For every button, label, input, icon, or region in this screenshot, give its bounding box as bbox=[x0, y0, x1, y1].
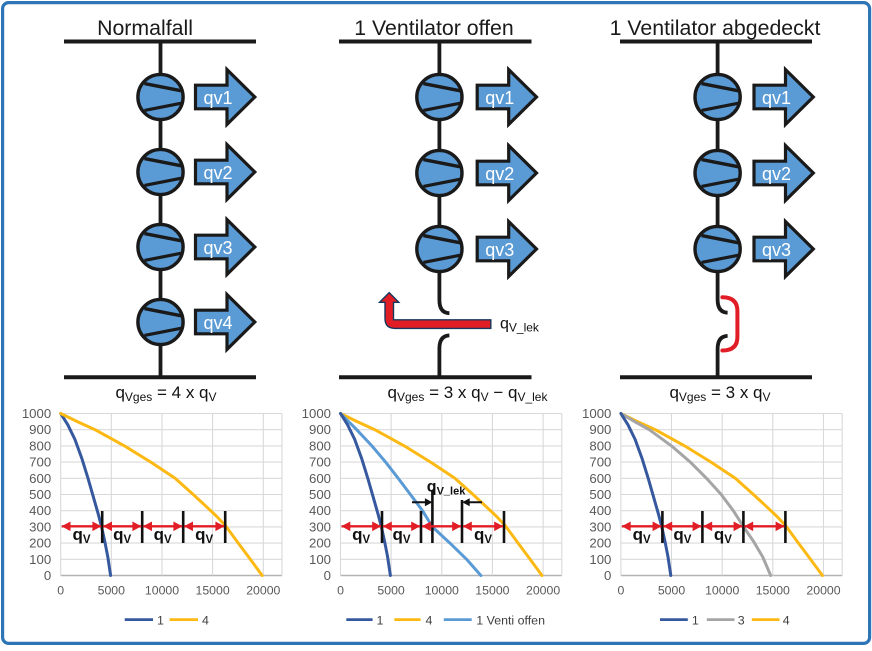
svg-text:5000: 5000 bbox=[98, 584, 126, 598]
svg-text:0: 0 bbox=[57, 584, 64, 598]
svg-text:qv2: qv2 bbox=[204, 163, 233, 183]
svg-text:500: 500 bbox=[589, 487, 611, 502]
svg-text:20000: 20000 bbox=[246, 584, 280, 598]
svg-text:800: 800 bbox=[309, 438, 331, 453]
svg-text:4: 4 bbox=[426, 613, 433, 627]
svg-text:1000: 1000 bbox=[582, 406, 611, 421]
svg-text:900: 900 bbox=[589, 422, 611, 437]
svg-text:100: 100 bbox=[309, 552, 331, 567]
svg-text:300: 300 bbox=[589, 519, 611, 534]
svg-text:400: 400 bbox=[309, 503, 331, 518]
svg-text:700: 700 bbox=[29, 455, 51, 470]
svg-text:20000: 20000 bbox=[526, 584, 560, 598]
svg-text:700: 700 bbox=[589, 455, 611, 470]
svg-text:qv3: qv3 bbox=[204, 238, 233, 258]
svg-text:qv4: qv4 bbox=[204, 313, 233, 333]
svg-text:5000: 5000 bbox=[377, 584, 405, 598]
svg-text:3: 3 bbox=[738, 613, 745, 627]
svg-text:300: 300 bbox=[29, 519, 51, 534]
svg-text:15000: 15000 bbox=[756, 584, 790, 598]
svg-text:1: 1 bbox=[692, 613, 699, 627]
svg-text:200: 200 bbox=[589, 536, 611, 551]
svg-text:1000: 1000 bbox=[22, 406, 51, 421]
svg-text:300: 300 bbox=[309, 519, 331, 534]
svg-text:900: 900 bbox=[29, 422, 51, 437]
svg-text:800: 800 bbox=[589, 438, 611, 453]
svg-text:1: 1 bbox=[157, 613, 164, 627]
svg-text:1 Ventilator abgedeckt: 1 Ventilator abgedeckt bbox=[610, 16, 821, 40]
svg-text:qv1: qv1 bbox=[204, 88, 233, 108]
svg-text:10000: 10000 bbox=[705, 584, 739, 598]
svg-text:500: 500 bbox=[29, 487, 51, 502]
svg-text:10000: 10000 bbox=[425, 584, 459, 598]
svg-text:4: 4 bbox=[202, 613, 209, 627]
svg-text:400: 400 bbox=[29, 503, 51, 518]
svg-text:qv1: qv1 bbox=[762, 88, 791, 108]
svg-text:200: 200 bbox=[29, 536, 51, 551]
svg-text:20000: 20000 bbox=[806, 584, 840, 598]
svg-text:0: 0 bbox=[617, 584, 624, 598]
svg-text:1000: 1000 bbox=[302, 406, 331, 421]
svg-text:qv2: qv2 bbox=[762, 164, 791, 184]
svg-text:900: 900 bbox=[309, 422, 331, 437]
svg-text:15000: 15000 bbox=[475, 584, 509, 598]
svg-text:5000: 5000 bbox=[658, 584, 686, 598]
svg-text:4: 4 bbox=[783, 613, 790, 627]
svg-text:1: 1 bbox=[377, 613, 384, 627]
svg-text:qVges = 3 x qV − qV_lek: qVges = 3 x qV − qV_lek bbox=[388, 383, 549, 404]
svg-text:qv3: qv3 bbox=[762, 240, 791, 260]
svg-text:0: 0 bbox=[604, 568, 611, 583]
svg-text:0: 0 bbox=[44, 568, 51, 583]
svg-text:qv3: qv3 bbox=[485, 240, 514, 260]
svg-text:700: 700 bbox=[309, 455, 331, 470]
svg-text:100: 100 bbox=[29, 552, 51, 567]
svg-text:15000: 15000 bbox=[195, 584, 229, 598]
svg-text:800: 800 bbox=[29, 438, 51, 453]
svg-text:qv1: qv1 bbox=[485, 88, 514, 108]
svg-text:Normalfall: Normalfall bbox=[97, 16, 193, 40]
svg-text:0: 0 bbox=[337, 584, 344, 598]
svg-text:600: 600 bbox=[29, 471, 51, 486]
svg-text:600: 600 bbox=[589, 471, 611, 486]
svg-text:10000: 10000 bbox=[145, 584, 179, 598]
svg-text:qV_lek: qV_lek bbox=[500, 316, 540, 335]
svg-text:100: 100 bbox=[589, 552, 611, 567]
svg-text:1 Ventilator offen: 1 Ventilator offen bbox=[354, 16, 513, 40]
svg-text:500: 500 bbox=[309, 487, 331, 502]
svg-text:400: 400 bbox=[589, 503, 611, 518]
svg-text:600: 600 bbox=[309, 471, 331, 486]
svg-text:qv2: qv2 bbox=[485, 164, 514, 184]
svg-text:1 Venti offen: 1 Venti offen bbox=[476, 613, 545, 627]
svg-text:200: 200 bbox=[309, 536, 331, 551]
svg-text:0: 0 bbox=[324, 568, 331, 583]
